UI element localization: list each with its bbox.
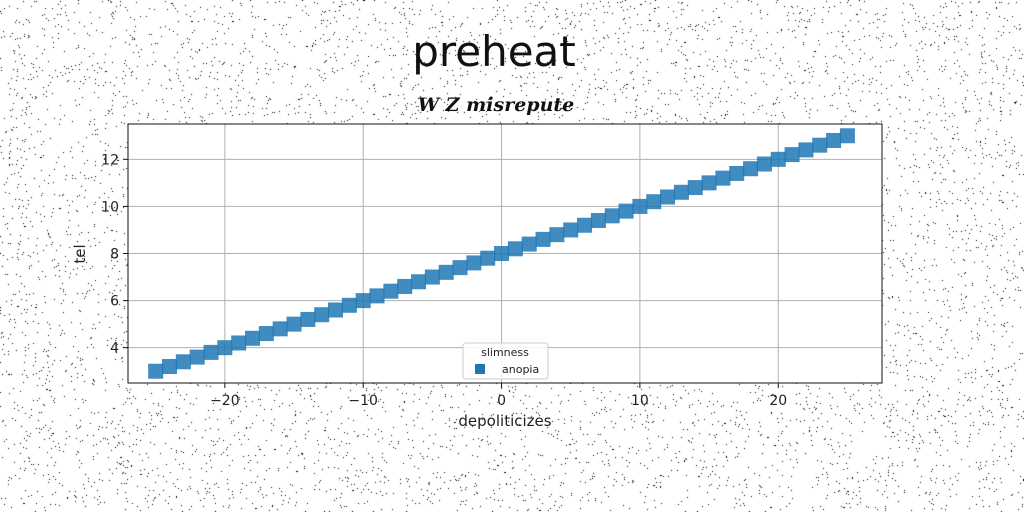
scatter-point	[203, 344, 219, 360]
scatter-point	[258, 326, 274, 342]
scatter-point	[549, 227, 565, 243]
scatter-point	[743, 161, 759, 177]
scatter-point	[452, 260, 468, 276]
scatter-point	[770, 151, 786, 167]
scatter-point	[521, 236, 537, 252]
scatter-point	[507, 241, 523, 257]
scatter-point	[300, 311, 316, 327]
scatter-point	[729, 165, 745, 181]
scatter-point	[383, 283, 399, 299]
chart-title: preheat	[412, 27, 576, 76]
scatter-point	[812, 137, 828, 153]
scatter-point	[175, 354, 191, 370]
scatter-point	[162, 359, 178, 375]
scatter-point	[231, 335, 247, 351]
y-axis-label: tel	[71, 244, 89, 263]
scatter-point	[577, 217, 593, 233]
x-tick-label: 20	[769, 393, 787, 409]
scatter-point	[355, 293, 371, 309]
y-tick-label: 12	[101, 152, 119, 168]
scatter-point	[397, 278, 413, 294]
scatter-point	[715, 170, 731, 186]
scatter-point	[369, 288, 385, 304]
scatter-point	[438, 264, 454, 280]
scatter-point	[245, 330, 261, 346]
scatter-point	[660, 189, 676, 205]
scatter-point	[563, 222, 579, 238]
y-tick-label: 8	[110, 247, 119, 263]
scatter-point	[673, 184, 689, 200]
x-axis-ticks: −20 −10 0 10 20	[210, 383, 787, 409]
scatter-point	[535, 231, 551, 247]
scatter-point	[480, 250, 496, 266]
data-points	[148, 128, 855, 379]
scatter-point	[590, 213, 606, 229]
legend-entry-anopia: anopia	[502, 363, 539, 376]
y-tick-label: 4	[110, 341, 119, 357]
scatter-point	[341, 297, 357, 313]
x-tick-label: 0	[497, 393, 506, 409]
scatter-point	[328, 302, 344, 318]
y-axis-ticks: 4 6 8 10 12	[101, 152, 128, 357]
scatter-point	[701, 175, 717, 191]
scatter-point	[217, 340, 233, 356]
scatter-point	[618, 203, 634, 219]
scatter-point	[687, 180, 703, 196]
legend-title: slimness	[481, 346, 529, 359]
scatter-point	[646, 194, 662, 210]
legend: slimness anopia	[462, 342, 549, 380]
legend-marker	[475, 364, 485, 374]
x-axis-label: depoliticizes	[458, 412, 551, 430]
scatter-point	[314, 307, 330, 323]
scatter-point	[826, 132, 842, 148]
scatter-point	[798, 142, 814, 158]
scatter-point	[604, 208, 620, 224]
scatter-point	[494, 246, 510, 261]
scatter-point	[839, 128, 855, 144]
scatter-point	[272, 321, 288, 337]
scatter-point	[466, 255, 482, 271]
scatter-point	[189, 349, 205, 365]
y-tick-label: 10	[101, 199, 119, 215]
y-tick-label: 6	[110, 294, 119, 310]
scatter-point	[632, 198, 648, 214]
scatter-point	[784, 147, 800, 163]
scatter-point	[424, 269, 440, 285]
scatter-point	[148, 363, 164, 379]
scatter-point	[286, 316, 302, 332]
x-tick-label: −10	[348, 393, 378, 409]
chart-subtitle: W Z misrepute	[418, 94, 575, 116]
scatter-point	[411, 274, 427, 290]
x-tick-label: −20	[210, 393, 240, 409]
x-tick-label: 10	[631, 393, 649, 409]
scatter-point	[756, 156, 772, 172]
